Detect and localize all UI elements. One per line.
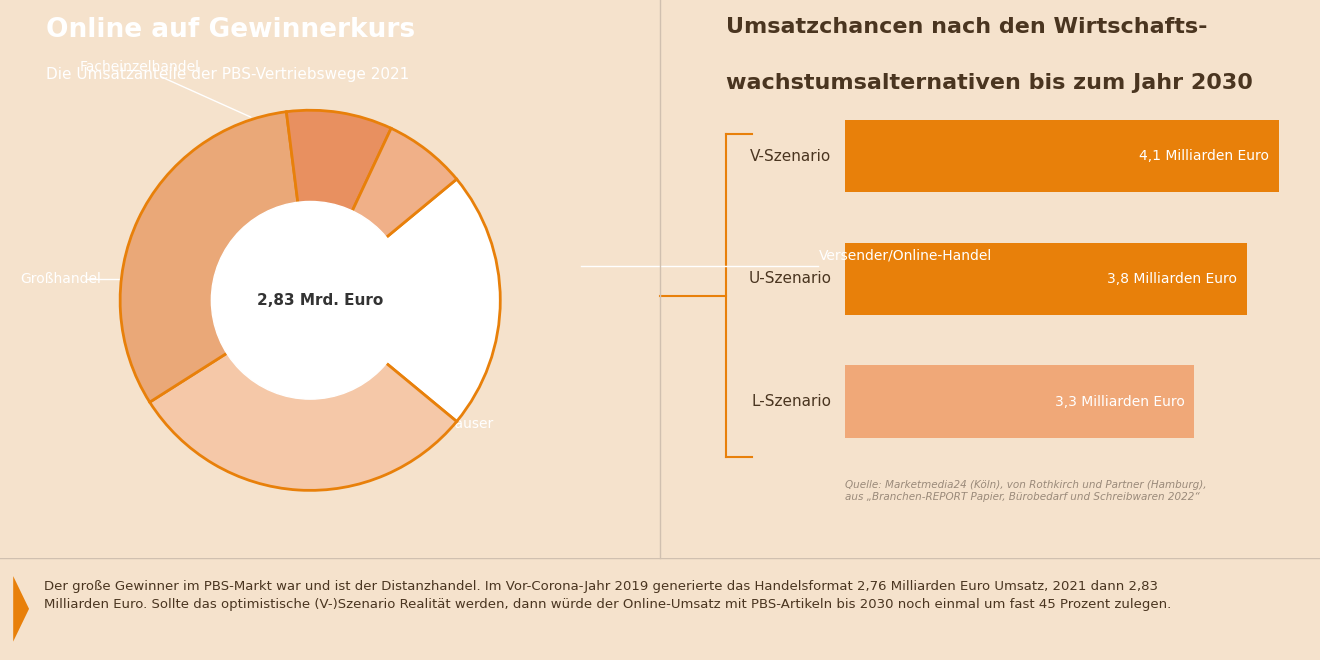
Text: Der große Gewinner im PBS-Markt war und ist der Distanzhandel. Im Vor-Corona-Jah: Der große Gewinner im PBS-Markt war und … bbox=[44, 580, 1171, 611]
Wedge shape bbox=[310, 179, 500, 422]
Bar bbox=[845, 120, 1279, 193]
Text: Großhandel: Großhandel bbox=[20, 272, 100, 286]
Text: Facheinzelhandel: Facheinzelhandel bbox=[79, 60, 251, 117]
Text: 4,1 Milliarden Euro: 4,1 Milliarden Euro bbox=[1139, 149, 1269, 163]
Text: Die Umsatzanteile der PBS-Vertriebswege 2021: Die Umsatzanteile der PBS-Vertriebswege … bbox=[46, 67, 409, 82]
Text: Umsatzchancen nach den Wirtschafts-: Umsatzchancen nach den Wirtschafts- bbox=[726, 16, 1208, 37]
Text: L-Szenario: L-Szenario bbox=[751, 394, 832, 409]
Wedge shape bbox=[120, 112, 310, 402]
Text: Online auf Gewinnerkurs: Online auf Gewinnerkurs bbox=[46, 16, 416, 43]
Wedge shape bbox=[310, 128, 457, 300]
Text: 3,3 Milliarden Euro: 3,3 Milliarden Euro bbox=[1055, 395, 1184, 409]
Polygon shape bbox=[13, 576, 29, 642]
Wedge shape bbox=[149, 300, 457, 490]
Text: 2,83 Mrd. Euro: 2,83 Mrd. Euro bbox=[256, 293, 383, 308]
Bar bbox=[845, 243, 1247, 315]
Text: V-Szenario: V-Szenario bbox=[750, 148, 832, 164]
Text: 3,8 Milliarden Euro: 3,8 Milliarden Euro bbox=[1107, 272, 1237, 286]
Text: Versender/Online-Handel: Versender/Online-Handel bbox=[818, 248, 991, 262]
Circle shape bbox=[211, 201, 409, 399]
Text: (SB-) Warenhäuser: (SB-) Warenhäuser bbox=[363, 379, 494, 431]
Text: U-Szenario: U-Szenario bbox=[748, 271, 832, 286]
Text: Quelle: Marketmedia24 (Köln), von Rothkirch und Partner (Hamburg),
aus „Branchen: Quelle: Marketmedia24 (Köln), von Rothki… bbox=[845, 480, 1206, 502]
Text: Sonstige Anbieter: Sonstige Anbieter bbox=[231, 401, 355, 465]
Bar bbox=[845, 365, 1195, 438]
Text: wachstumsalternativen bis zum Jahr 2030: wachstumsalternativen bis zum Jahr 2030 bbox=[726, 73, 1253, 92]
Wedge shape bbox=[286, 110, 391, 300]
